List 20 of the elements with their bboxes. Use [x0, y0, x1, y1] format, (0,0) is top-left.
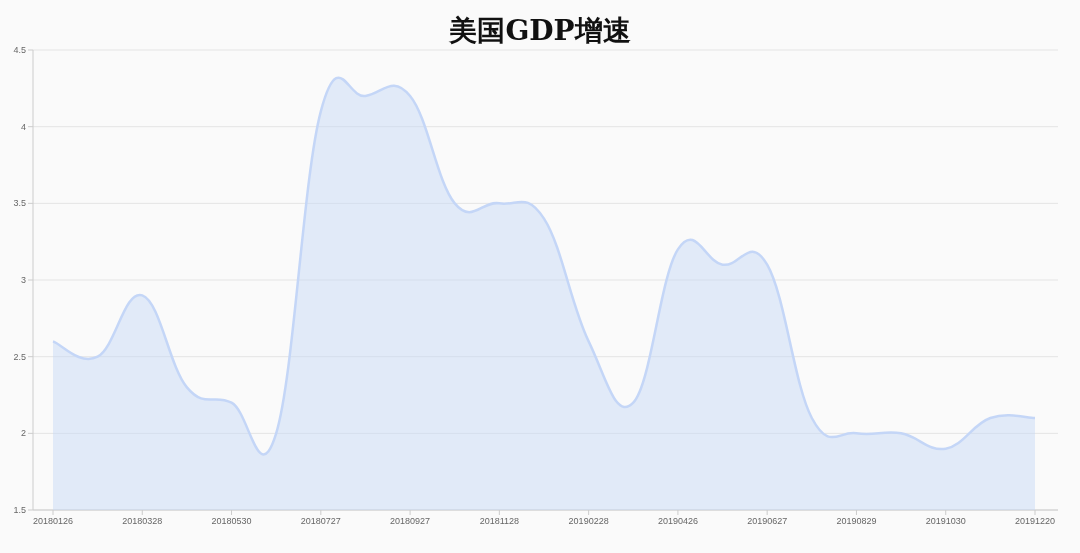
x-tick-label: 20190829 [836, 516, 877, 526]
y-tick-label: 2 [20, 428, 26, 439]
x-tick-label: 20180126 [32, 516, 74, 526]
y-tick-label: 2.5 [13, 351, 26, 362]
y-tick-label: 4 [20, 121, 26, 132]
x-tick-label: 20180328 [122, 516, 163, 526]
chart-title: 美国GDP增速 [448, 14, 631, 47]
y-tick-label: 1.5 [13, 505, 26, 515]
x-tick-label: 20190627 [747, 516, 788, 526]
x-tick-label: 20181128 [479, 516, 520, 526]
x-tick-label: 20190426 [657, 516, 698, 526]
x-tick-label: 20191220 [1014, 516, 1056, 526]
y-tick-label: 3.5 [13, 198, 26, 209]
x-tick-label: 20180927 [390, 516, 431, 526]
x-tick-label: 20191030 [925, 516, 966, 526]
x-tick-label: 20180727 [300, 516, 341, 526]
x-tick-label: 20180530 [211, 516, 252, 526]
y-tick-label: 3 [20, 275, 26, 285]
x-tick-label: 20190228 [568, 516, 609, 526]
y-tick-label: 4.5 [13, 45, 26, 55]
